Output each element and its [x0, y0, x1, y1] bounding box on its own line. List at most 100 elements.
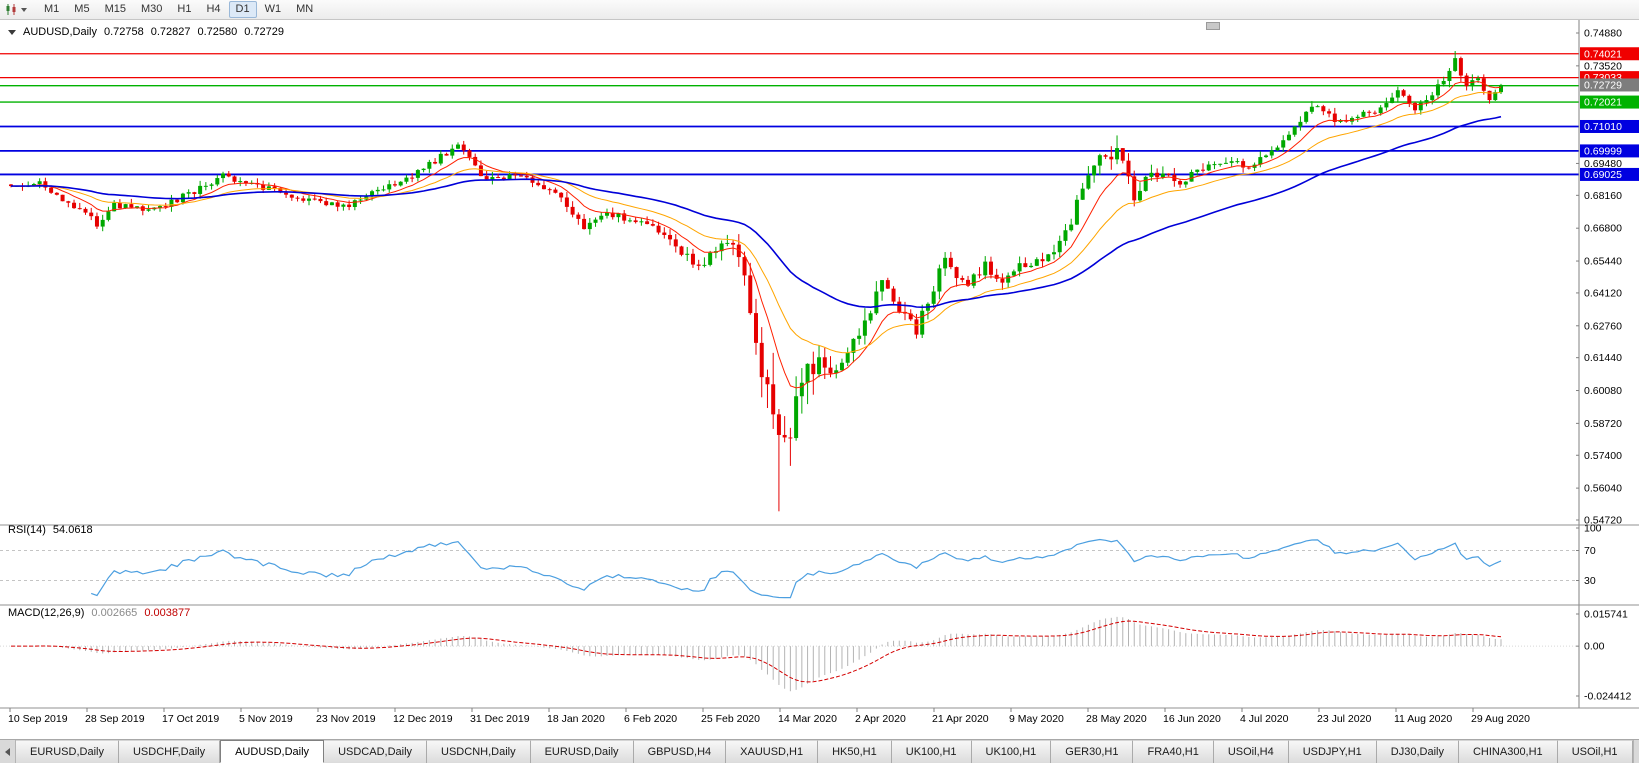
chart-symbol: AUDUSD,Daily: [23, 26, 97, 38]
ma-line-fast: [10, 80, 1502, 389]
timeframe-button-mn[interactable]: MN: [296, 3, 314, 15]
macd-signal-line: [11, 620, 1502, 683]
price-level-badge: 0.72021: [1580, 95, 1639, 109]
macd-indicator-label: MACD(12,26,9) 0.002665 0.003877: [8, 607, 190, 619]
tab-uk100-h1[interactable]: UK100,H1: [891, 740, 972, 763]
ohlc-close: 0.72729: [244, 26, 285, 38]
chart-title: AUDUSD,Daily 0.72758 0.72827 0.72580 0.7…: [8, 26, 284, 38]
svg-text:0.74021: 0.74021: [1584, 48, 1622, 60]
timeframe-button-h4[interactable]: H4: [206, 3, 221, 15]
tab-china300-h1[interactable]: CHINA300,H1: [1458, 740, 1558, 763]
tab-usdcad-daily[interactable]: USDCAD,Daily: [324, 740, 428, 763]
macd-name: MACD(12,26,9): [8, 607, 85, 619]
timeframe-button-d1[interactable]: D1: [228, 1, 257, 18]
svg-text:30: 30: [1584, 575, 1596, 587]
timeframe-button-w1[interactable]: W1: [264, 3, 282, 15]
tab-usoil-h4[interactable]: USOil,H4: [1213, 740, 1289, 763]
svg-text:31 Dec 2019: 31 Dec 2019: [470, 713, 530, 725]
svg-text:16 Jun 2020: 16 Jun 2020: [1163, 713, 1221, 725]
chart-scrollbar-thumb[interactable]: [1206, 22, 1220, 30]
svg-text:18 Jan 2020: 18 Jan 2020: [547, 713, 605, 725]
svg-text:0.64120: 0.64120: [1584, 287, 1622, 299]
svg-text:28 May 2020: 28 May 2020: [1086, 713, 1147, 725]
tab-xauusd-h1[interactable]: XAUUSD,H1: [726, 740, 819, 763]
svg-text:21 Apr 2020: 21 Apr 2020: [932, 713, 989, 725]
tab-eurusd-daily[interactable]: EURUSD,Daily: [530, 740, 634, 763]
price-chart-canvas[interactable]: 0.74880 0.73520 0.69480 0.68160 0.66800 0.654…: [0, 20, 1639, 739]
tab-gbpusd-h4[interactable]: GBPUSD,H4: [633, 740, 727, 763]
svg-text:-0.024412: -0.024412: [1584, 691, 1631, 703]
rsi-value: 54.0618: [52, 524, 93, 536]
tab-uk100-h1[interactable]: UK100,H1: [971, 740, 1052, 763]
chart-type-dropdown-caret-icon[interactable]: [21, 7, 27, 12]
timeframe-button-m15[interactable]: M15: [104, 3, 126, 15]
tab-usdchf-daily[interactable]: USDCHF,Daily: [118, 740, 221, 763]
tabs-scroll-right-icon[interactable]: [1632, 740, 1639, 763]
ohlc-high: 0.72827: [150, 26, 191, 38]
svg-text:12 Dec 2019: 12 Dec 2019: [393, 713, 453, 725]
svg-text:0.69025: 0.69025: [1584, 169, 1622, 181]
svg-text:0.61440: 0.61440: [1584, 352, 1622, 364]
timeframe-buttons: M1 M5 M15 M30 H1 H4 D1 W1 MN: [37, 1, 320, 18]
tabs-scroll-left-icon[interactable]: [0, 740, 16, 763]
tab-eurusd-daily[interactable]: EURUSD,Daily: [16, 740, 119, 763]
chart-type-icon[interactable]: [4, 3, 20, 17]
svg-text:0.68160: 0.68160: [1584, 190, 1622, 202]
macd-main-value: 0.002665: [91, 607, 138, 619]
horizontal-level-lines[interactable]: [0, 53, 1579, 176]
tab-hk50-h1[interactable]: HK50,H1: [818, 740, 892, 763]
price-level-badge: 0.71010: [1580, 119, 1639, 133]
svg-text:0.57400: 0.57400: [1584, 450, 1622, 462]
rsi-line: [90, 538, 1502, 599]
chart-window[interactable]: 0.74880 0.73520 0.69480 0.68160 0.66800 0.654…: [0, 20, 1639, 739]
tab-usdjpy-h1[interactable]: USDJPY,H1: [1288, 740, 1377, 763]
ohlc-low: 0.72580: [197, 26, 238, 38]
svg-text:25 Feb 2020: 25 Feb 2020: [701, 713, 760, 725]
time-axis-labels: 10 Sep 2019 28 Sep 2019 17 Oct 2019 5 Nov 2…: [8, 708, 1530, 725]
rsi-name: RSI(14): [8, 524, 46, 536]
svg-text:0.62760: 0.62760: [1584, 320, 1622, 332]
svg-text:10 Sep 2019: 10 Sep 2019: [8, 713, 68, 725]
price-level-badge: 0.69025: [1580, 167, 1639, 181]
chart-tabs: EURUSD,Daily USDCHF,Daily AUDUSD,Daily USDC…: [16, 740, 1633, 763]
tab-usdcnh-daily[interactable]: USDCNH,Daily: [427, 740, 531, 763]
svg-text:70: 70: [1584, 545, 1596, 557]
tab-usoil-h1[interactable]: USOil,H1: [1557, 740, 1633, 763]
svg-text:23 Jul 2020: 23 Jul 2020: [1317, 713, 1371, 725]
collapse-triangle-icon[interactable]: [8, 29, 16, 35]
rsi-indicator-label: RSI(14) 54.0618: [8, 524, 93, 536]
tab-ger30-h1[interactable]: GER30,H1: [1051, 740, 1134, 763]
timeframe-toolbar: M1 M5 M15 M30 H1 H4 D1 W1 MN: [0, 0, 1639, 20]
timeframe-button-m1[interactable]: M1: [44, 3, 60, 15]
svg-text:0.00: 0.00: [1584, 641, 1605, 653]
timeframe-button-m5[interactable]: M5: [74, 3, 90, 15]
tab-fra40-h1[interactable]: FRA40,H1: [1133, 740, 1214, 763]
timeframe-button-h1[interactable]: H1: [177, 3, 192, 15]
ma-line-medium: [10, 91, 1502, 354]
svg-text:0.71010: 0.71010: [1584, 121, 1622, 133]
chart-tabs-bar: EURUSD,Daily USDCHF,Daily AUDUSD,Daily USDC…: [0, 739, 1639, 763]
svg-text:4 Jul 2020: 4 Jul 2020: [1240, 713, 1289, 725]
svg-text:0.54720: 0.54720: [1584, 515, 1622, 527]
svg-text:6 Feb 2020: 6 Feb 2020: [624, 713, 677, 725]
svg-text:0.72021: 0.72021: [1584, 97, 1622, 109]
current-price-badge: 0.72729: [1580, 78, 1639, 92]
svg-text:0.69999: 0.69999: [1584, 145, 1622, 157]
svg-text:23 Nov 2019: 23 Nov 2019: [316, 713, 376, 725]
macd-histogram: [16, 616, 1502, 692]
svg-text:0.72729: 0.72729: [1584, 79, 1622, 91]
svg-text:5 Nov 2019: 5 Nov 2019: [239, 713, 293, 725]
svg-text:0.58720: 0.58720: [1584, 418, 1622, 430]
tab-audusd-daily[interactable]: AUDUSD,Daily: [220, 740, 325, 763]
svg-text:9 May 2020: 9 May 2020: [1009, 713, 1064, 725]
svg-text:2 Apr 2020: 2 Apr 2020: [855, 713, 906, 725]
svg-text:0.74880: 0.74880: [1584, 28, 1622, 40]
svg-text:0.60080: 0.60080: [1584, 385, 1622, 397]
candlesticks: [9, 51, 1503, 512]
svg-text:11 Aug 2020: 11 Aug 2020: [1394, 713, 1452, 725]
tab-dj30-daily[interactable]: DJ30,Daily: [1376, 740, 1459, 763]
macd-signal-value: 0.003877: [144, 607, 191, 619]
timeframe-button-m30[interactable]: M30: [140, 3, 163, 15]
svg-text:0.65440: 0.65440: [1584, 256, 1622, 268]
